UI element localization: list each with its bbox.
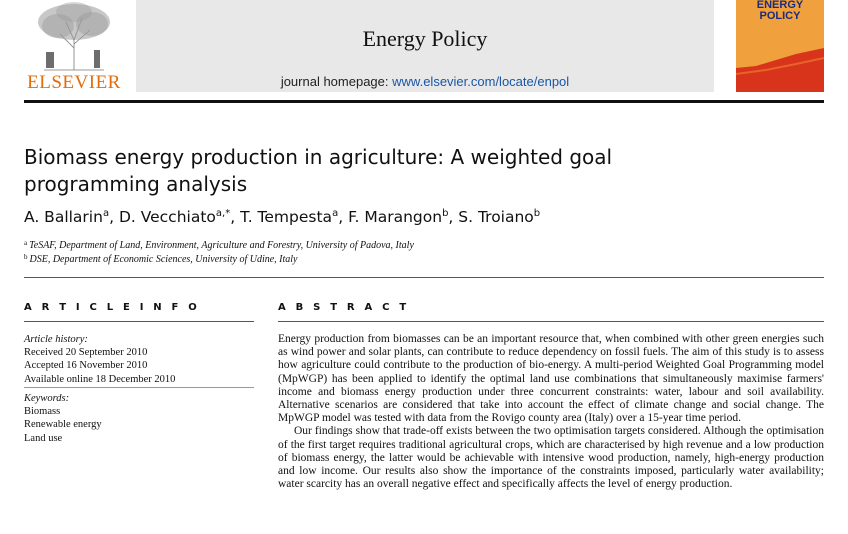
keywords-label: Keywords: — [24, 393, 70, 404]
keyword[interactable]: Biomass — [24, 406, 61, 418]
accepted-date: Accepted 16 November 2010 — [24, 360, 148, 372]
article-info-heading: A R T I C L E I N F O — [24, 302, 200, 313]
journal-title: Energy Policy — [362, 26, 488, 51]
paper-title-line2: programming analysis — [24, 172, 248, 196]
homepage-label: journal homepage: — [280, 74, 389, 89]
keyword[interactable]: Renewable energy — [24, 419, 102, 431]
cover-title-line2: POLICY — [759, 10, 801, 22]
paper-title-line1: Biomass energy production in agriculture… — [24, 145, 613, 169]
author[interactable]: D. Vecchiatoa,* — [118, 208, 231, 226]
paper-title: Biomass energy production in agriculture… — [24, 144, 724, 198]
affiliation: b DSE, Department of Economic Sciences, U… — [24, 253, 298, 265]
article-info-divider — [24, 321, 254, 322]
keywords: Keywords: Biomass Renewable energy Land … — [24, 392, 254, 445]
title-divider — [24, 277, 824, 278]
affiliation: a TeSAF, Department of Land, Environment,… — [24, 239, 414, 251]
abstract-divider — [278, 321, 824, 322]
author[interactable]: S. Troianob — [458, 208, 541, 226]
article-history: Article history: Received 20 September 2… — [24, 333, 254, 386]
homepage-link[interactable]: www.elsevier.com/locate/enpol — [392, 74, 570, 89]
online-date: Available online 18 December 2010 — [24, 373, 176, 385]
author-list: A. Ballarina, D. Vecchiatoa,*, T. Tempes… — [24, 208, 541, 226]
abstract-body: Energy production from biomasses can be … — [278, 333, 824, 491]
abstract-heading: A B S T R A C T — [278, 302, 410, 313]
keyword[interactable]: Land use — [24, 432, 63, 444]
header-divider — [24, 100, 824, 103]
abstract-paragraph: Our findings show that trade-off exists … — [278, 425, 824, 491]
cover-title-line1: ENERGY — [756, 0, 804, 11]
author[interactable]: A. Ballarina — [24, 208, 110, 226]
received-date: Received 20 September 2010 — [24, 347, 148, 359]
journal-header-band — [136, 0, 714, 92]
journal-homepage: journal homepage: www.elsevier.com/locat… — [136, 74, 714, 89]
elsevier-tree-logo — [24, 0, 124, 92]
author[interactable]: T. Tempestaa — [240, 208, 339, 226]
journal-cover-thumbnail — [736, 0, 824, 92]
abstract-paragraph: Energy production from biomasses can be … — [278, 333, 824, 425]
history-label: Article history: — [24, 334, 88, 345]
publisher-name: ELSEVIER — [27, 72, 121, 93]
author[interactable]: F. Marangonb — [348, 208, 449, 226]
history-divider — [24, 387, 254, 388]
cover-title: ENERGY POLICY — [736, 0, 824, 22]
